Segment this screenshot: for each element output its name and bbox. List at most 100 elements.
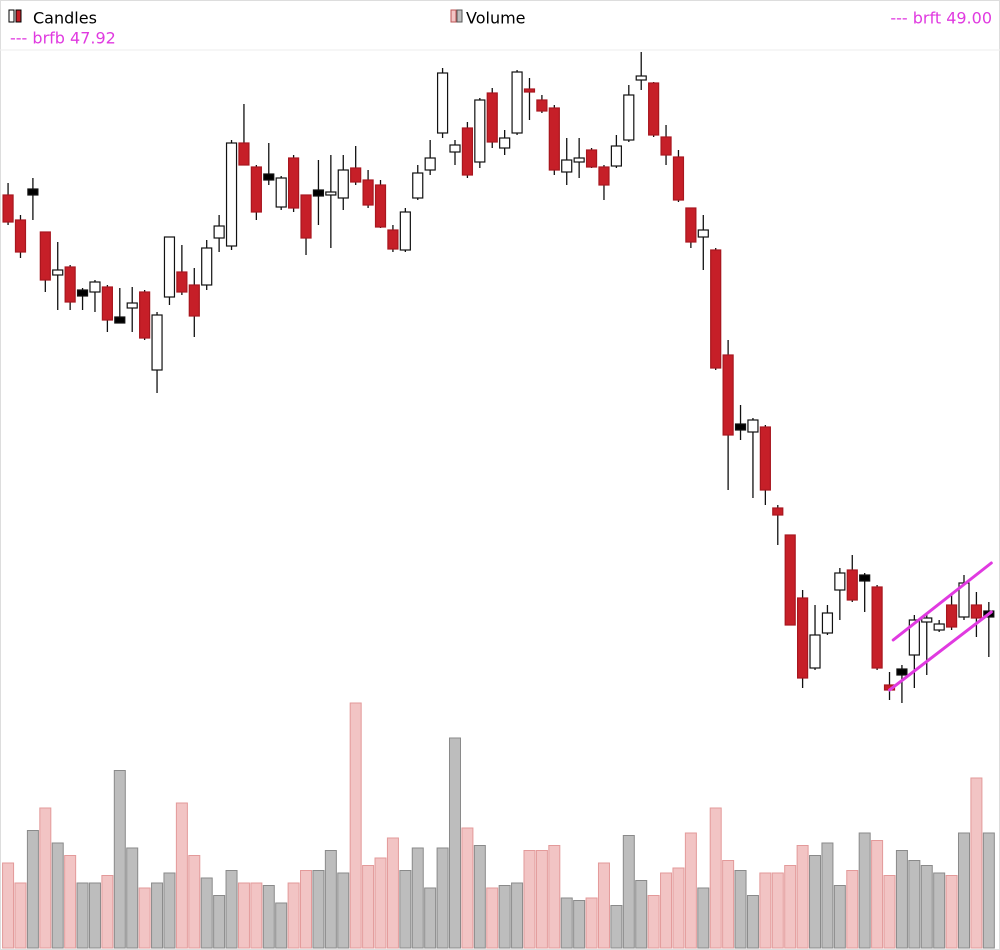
- candle-body: [2, 194, 14, 223]
- volume-bar: [51, 842, 64, 949]
- volume-bar: [535, 850, 548, 949]
- volume-bar: [76, 882, 89, 949]
- volume-bar: [312, 870, 325, 949]
- volume-bar: [498, 885, 511, 949]
- candle-body: [76, 289, 89, 297]
- volume-bar: [647, 895, 660, 949]
- candle-body: [114, 316, 126, 324]
- candle-body: [685, 207, 697, 243]
- candle-body: [734, 423, 747, 431]
- candle-body: [449, 144, 461, 153]
- volume-bar: [275, 902, 288, 949]
- candle-body: [52, 269, 64, 276]
- candle-body: [908, 619, 920, 656]
- candle-body: [263, 173, 275, 181]
- volume-bar: [151, 882, 164, 949]
- volume-bar: [64, 855, 77, 949]
- candle-body: [176, 271, 188, 293]
- candle-body: [387, 229, 399, 250]
- legend-label: Volume: [466, 9, 526, 28]
- volume-bar: [113, 770, 126, 949]
- volume-bar: [250, 882, 263, 949]
- candle-body: [486, 92, 498, 143]
- candle-body: [548, 107, 560, 171]
- volume-bar: [461, 827, 474, 949]
- volume-bar: [473, 845, 486, 949]
- volume-bar: [175, 802, 188, 949]
- candle-body: [139, 291, 151, 339]
- candle-body: [896, 668, 908, 676]
- candle-body: [14, 219, 27, 253]
- candle-body: [598, 166, 610, 186]
- volume-bar: [635, 880, 648, 949]
- volume-bar: [734, 870, 747, 949]
- candle-body: [933, 623, 945, 631]
- volume-bar: [386, 837, 399, 949]
- candle-body: [275, 177, 287, 208]
- volume-bar: [126, 847, 139, 949]
- volume-bar: [945, 875, 958, 949]
- volume-bar: [374, 857, 387, 949]
- volume-bar: [684, 832, 697, 949]
- candle-body: [39, 231, 51, 281]
- volume-bar: [982, 832, 995, 949]
- candle-body: [288, 157, 300, 209]
- candle-body: [300, 194, 312, 239]
- volume-bar: [933, 872, 946, 949]
- volume-bar: [448, 737, 461, 949]
- candle-body: [101, 286, 113, 321]
- volume-bar: [672, 867, 685, 949]
- volume-bar: [486, 887, 499, 949]
- volume-bar: [908, 860, 921, 949]
- candle-body: [561, 159, 573, 173]
- volume-bars: [2, 702, 995, 949]
- legend-volume: Volume: [450, 9, 526, 28]
- volume-bar: [511, 882, 524, 949]
- volume-bar: [660, 872, 673, 949]
- candle-body: [610, 145, 622, 167]
- volume-bar: [424, 887, 437, 949]
- candle-body: [27, 188, 39, 196]
- candle-body: [362, 179, 374, 206]
- candle-body: [412, 172, 424, 199]
- volume-bar: [833, 885, 846, 949]
- candle-body: [89, 281, 101, 293]
- candle-body: [213, 225, 225, 239]
- volume-bar: [262, 885, 275, 949]
- volume-bar: [920, 865, 933, 949]
- candle-body: [623, 94, 635, 141]
- volume-bar: [101, 875, 114, 949]
- volume-bar: [796, 845, 809, 949]
- legend-label: Candles: [33, 9, 97, 28]
- volume-bar: [858, 832, 871, 949]
- candle-body: [821, 612, 834, 634]
- volume-bar: [957, 832, 970, 949]
- volume-bar: [771, 872, 784, 949]
- legend-icon: [450, 9, 457, 23]
- volume-bar: [809, 855, 822, 949]
- candle-body: [970, 604, 983, 619]
- volume-bar: [697, 887, 710, 949]
- candle-body: [672, 156, 685, 201]
- volume-bar: [622, 835, 635, 949]
- candle-body: [573, 157, 585, 163]
- candle-body: [337, 169, 349, 199]
- trend-line: [891, 561, 993, 642]
- volume-bar: [883, 875, 896, 949]
- candle-body: [710, 249, 722, 369]
- volume-bar: [213, 895, 226, 949]
- volume-bar: [337, 872, 350, 949]
- candle-body: [747, 419, 759, 433]
- candle-body: [797, 597, 809, 679]
- candle-body: [846, 569, 858, 601]
- volume-bar: [573, 900, 586, 949]
- volume-bar: [846, 870, 859, 949]
- volume-bar: [287, 882, 300, 949]
- volume-bar: [548, 845, 561, 949]
- volume-bar: [300, 870, 313, 949]
- legend-line-label: --- brft 49.00: [890, 9, 992, 28]
- volume-bar: [39, 807, 52, 949]
- volume-bar: [411, 847, 424, 949]
- candle-body: [126, 302, 138, 309]
- candle-body: [64, 266, 76, 303]
